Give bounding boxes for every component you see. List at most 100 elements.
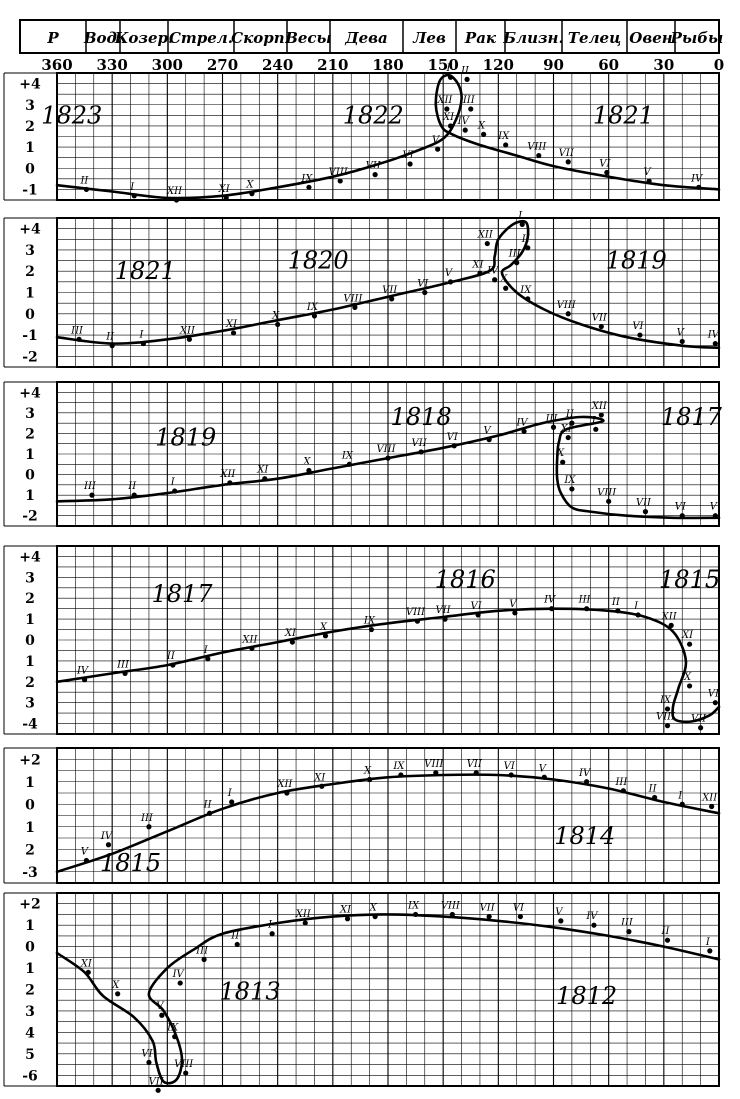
- y-tick-label: 1: [25, 961, 35, 977]
- month-label: X: [319, 622, 328, 633]
- month-point: [512, 610, 518, 616]
- month-point: [503, 285, 509, 291]
- year-label: 1819: [606, 247, 667, 275]
- month-label: III: [140, 813, 154, 824]
- month-label: IV: [690, 173, 704, 184]
- month-label: X: [111, 980, 120, 991]
- month-point: [367, 776, 373, 783]
- month-label: III: [508, 249, 522, 260]
- y-tick-label: 3: [25, 243, 35, 259]
- y-tick-label: +4: [19, 385, 41, 401]
- month-label: VI: [417, 279, 429, 290]
- month-label: V: [81, 847, 90, 858]
- month-point: [598, 323, 604, 330]
- month-label: XII: [179, 325, 196, 336]
- orbit-trajectory-line: [55, 913, 721, 1085]
- year-label: 1817: [661, 403, 723, 431]
- month-label: III: [83, 481, 97, 492]
- y-tick-label: 1: [25, 140, 35, 156]
- month-point: [486, 437, 492, 443]
- zodiac-sign-label: Близн.: [502, 29, 563, 47]
- zodiac-sign-label: Весы: [284, 29, 332, 47]
- zodiac-sign-label: Р: [46, 29, 59, 47]
- month-label: VII: [691, 714, 707, 725]
- month-point: [385, 455, 391, 461]
- month-label: IX: [497, 131, 510, 142]
- month-point: [372, 913, 378, 920]
- month-label: II: [611, 597, 621, 608]
- month-label: II: [648, 784, 658, 795]
- longitude-tick-label: 90: [543, 56, 564, 74]
- month-point: [311, 313, 318, 319]
- month-point: [664, 706, 671, 712]
- month-point: [593, 426, 599, 432]
- month-label: VI: [675, 502, 687, 513]
- longitude-tick-label: 60: [598, 56, 619, 74]
- month-point: [83, 186, 90, 193]
- longitude-tick-label: 330: [97, 56, 128, 74]
- month-label: V: [432, 135, 441, 146]
- month-label: XII: [166, 186, 183, 197]
- month-point: [712, 700, 718, 706]
- y-tick-label: 3: [25, 98, 35, 114]
- month-point: [76, 336, 82, 342]
- month-point: [451, 443, 457, 449]
- month-label: XII: [591, 401, 608, 412]
- y-tick-label: 3: [25, 1004, 35, 1020]
- y-tick-label: 3: [25, 406, 35, 422]
- month-point: [89, 492, 95, 498]
- month-label: VII: [559, 148, 575, 159]
- zodiac-header: Р Вод.Козер.Стрел.Скорп.Весы Дева Лев Рак Бли…: [19, 19, 724, 74]
- month-label: II: [105, 332, 115, 343]
- month-label: VII: [435, 605, 451, 616]
- y-tick-label: 1: [25, 820, 35, 836]
- y-tick-label: 2: [25, 264, 35, 280]
- month-point: [565, 434, 571, 441]
- month-point: [709, 803, 715, 810]
- month-point: [591, 922, 597, 928]
- panel-frame: [56, 72, 720, 201]
- month-point: [565, 159, 571, 165]
- month-label: VIII: [557, 300, 577, 311]
- month-point: [344, 916, 351, 922]
- month-label: IV: [457, 116, 471, 127]
- month-point: [668, 622, 674, 628]
- month-label: VIII: [527, 142, 547, 153]
- month-label: XI: [218, 184, 231, 195]
- month-label: VI: [708, 689, 720, 700]
- y-tick-label: 1: [25, 447, 35, 463]
- month-label: VI: [504, 761, 516, 772]
- month-label: VII: [382, 285, 398, 296]
- month-label: IV: [707, 330, 721, 341]
- month-point: [642, 509, 649, 515]
- month-point: [140, 340, 147, 347]
- month-point: [696, 184, 702, 190]
- y-tick-label: 0: [25, 797, 35, 813]
- y-tick-label: 0: [25, 468, 35, 484]
- month-label: IX: [166, 1023, 179, 1034]
- month-point: [346, 461, 352, 467]
- month-label: IV: [172, 969, 186, 980]
- month-label: I: [170, 477, 176, 488]
- month-label: I: [591, 415, 597, 426]
- year-label: 1819: [155, 424, 216, 452]
- month-label: III: [545, 413, 559, 424]
- month-point: [707, 948, 713, 954]
- month-point: [172, 1034, 178, 1040]
- month-point: [227, 480, 233, 486]
- month-point: [679, 801, 685, 807]
- month-point: [230, 330, 237, 336]
- month-point: [508, 772, 514, 778]
- month-point: [435, 146, 441, 152]
- y-tick-label: -1: [22, 182, 38, 198]
- panel-frame: [56, 892, 720, 1087]
- month-label: II: [166, 651, 176, 662]
- month-label: IX: [519, 285, 532, 296]
- month-label: I: [705, 937, 711, 948]
- month-label: XII: [436, 95, 453, 106]
- month-label: I: [633, 601, 639, 612]
- month-point: [306, 184, 312, 190]
